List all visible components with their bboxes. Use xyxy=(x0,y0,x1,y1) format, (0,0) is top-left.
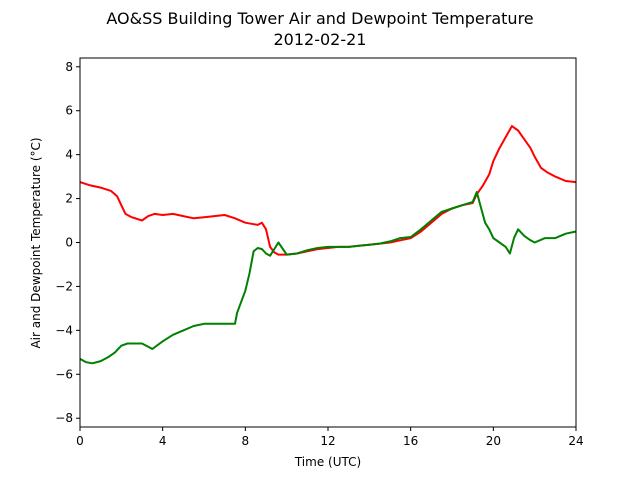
y-tick-label: 0 xyxy=(65,236,73,250)
y-tick-label: −8 xyxy=(55,411,73,425)
y-tick-label: 8 xyxy=(65,60,73,74)
x-tick-label: 16 xyxy=(403,434,418,448)
x-tick-label: 20 xyxy=(486,434,501,448)
x-tick-label: 4 xyxy=(159,434,167,448)
series-line-2 xyxy=(79,191,577,365)
y-tick-label: −2 xyxy=(55,279,73,293)
x-tick-label: 0 xyxy=(76,434,84,448)
y-tick-label: 2 xyxy=(65,192,73,206)
x-tick-label: 8 xyxy=(242,434,250,448)
y-tick-label: −6 xyxy=(55,367,73,381)
series-line-1 xyxy=(79,125,577,256)
y-tick-label: 4 xyxy=(65,148,73,162)
x-axis-label: Time (UTC) xyxy=(294,455,361,469)
x-tick-label: 24 xyxy=(568,434,583,448)
chart-subtitle: 2012-02-21 xyxy=(274,30,367,49)
plot-frame xyxy=(79,57,577,428)
y-axis-label: Air and Dewpoint Temperature (°C) xyxy=(29,137,43,348)
chart-title: AO&SS Building Tower Air and Dewpoint Te… xyxy=(106,9,533,28)
y-tick-label: −4 xyxy=(55,323,73,337)
x-tick-label: 12 xyxy=(320,434,335,448)
y-tick-label: 6 xyxy=(65,104,73,118)
